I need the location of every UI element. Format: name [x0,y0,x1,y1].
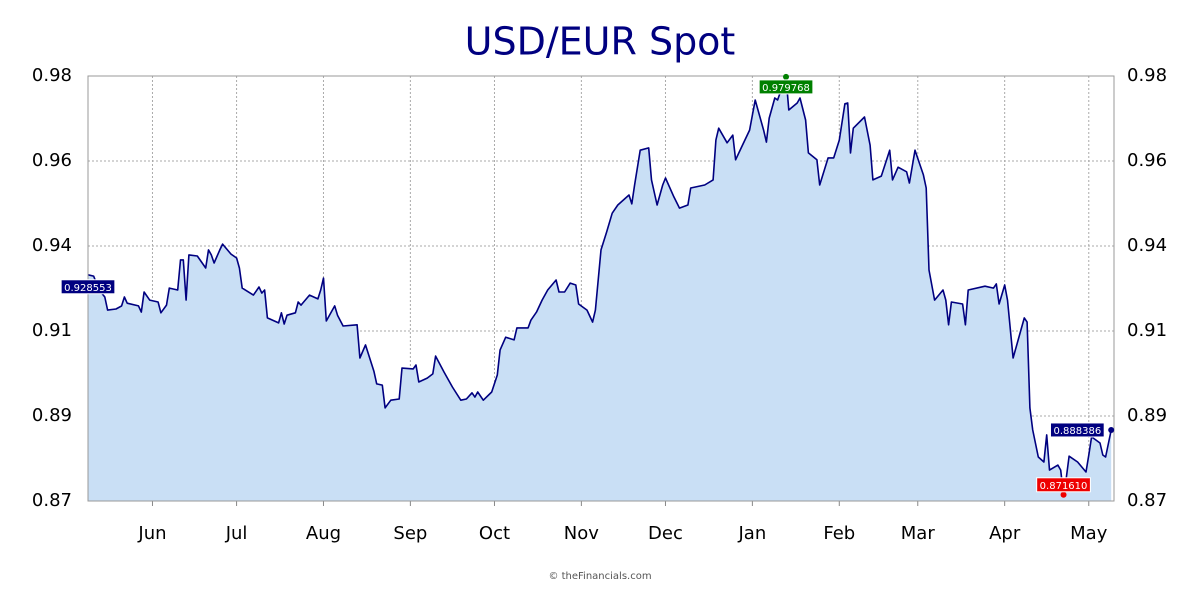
y-tick-label: 0.96 [32,150,72,171]
x-tick-label: Jul [225,523,248,544]
x-tick-label: Mar [901,523,936,544]
value-label-bg [1049,422,1105,438]
value-label: 0.979768 [762,83,810,94]
source-note: © theFinancials.com [548,571,651,582]
x-tick-label: May [1070,523,1108,544]
y-tick-label: 0.87 [32,490,72,511]
x-tick-label: Aug [306,523,341,544]
area-fill [88,76,1112,502]
value-label-bg [60,279,116,295]
y2-tick-label: 0.98 [1127,65,1167,86]
x-tick-label: Nov [564,523,599,544]
price-line [87,76,1112,496]
value-label-bg [1036,477,1091,493]
y2-tick-label: 0.94 [1127,235,1167,256]
y-tick-label: 0.91 [32,320,72,341]
x-tick-label: Oct [479,523,510,544]
point-marker [1060,491,1067,498]
point-marker [1108,426,1115,433]
x-tick-label: Apr [989,523,1021,544]
x-tick-label: Jun [137,523,166,544]
x-tick-label: Jan [738,523,767,544]
value-label: 0.928553 [64,283,112,294]
y2-tick-label: 0.87 [1127,490,1167,511]
y2-tick-label: 0.89 [1127,405,1167,426]
y-tick-label: 0.94 [32,235,72,256]
value-label: 0.888386 [1053,426,1101,437]
chart-title: USD/EUR Spot [465,20,736,64]
x-tick-label: Sep [393,523,427,544]
value-label-bg [758,79,814,95]
y2-tick-label: 0.91 [1127,320,1167,341]
value-label: 0.871610 [1040,481,1088,492]
y-tick-label: 0.89 [32,405,72,426]
y-tick-label: 0.98 [32,65,72,86]
x-tick-label: Dec [648,523,683,544]
y2-tick-label: 0.96 [1127,150,1167,171]
x-tick-label: Feb [823,523,855,544]
point-marker [783,73,790,80]
